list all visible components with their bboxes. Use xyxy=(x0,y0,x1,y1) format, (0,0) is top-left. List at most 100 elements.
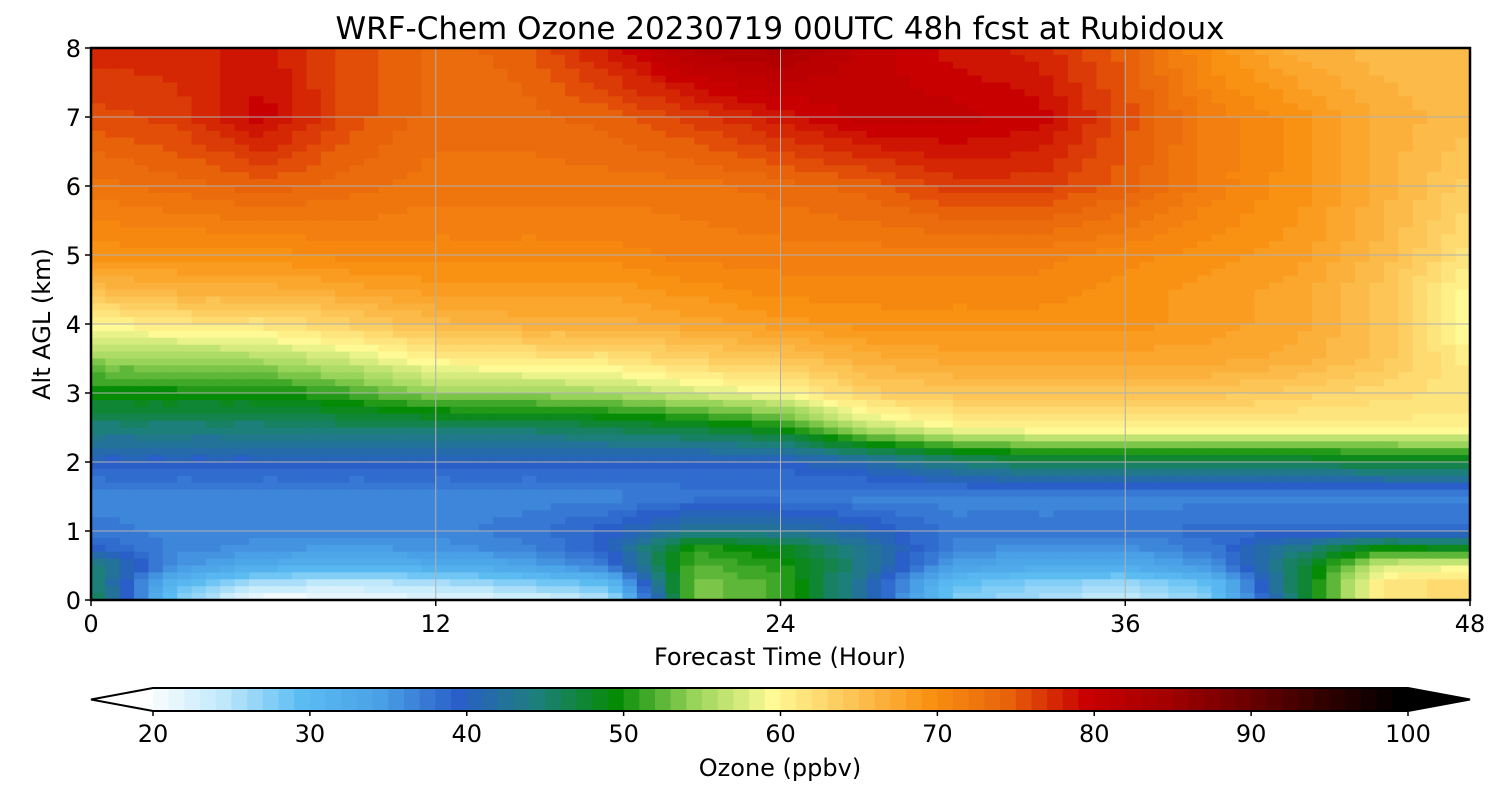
heatmap-cell xyxy=(162,172,178,180)
heatmap-cell xyxy=(277,399,293,408)
heatmap-cell xyxy=(866,365,882,373)
heatmap-cell xyxy=(1225,137,1241,146)
heatmap-cell xyxy=(234,103,250,111)
heatmap-cell xyxy=(622,310,638,318)
heatmap-cell xyxy=(205,199,221,208)
heatmap-cell xyxy=(478,248,494,256)
heatmap-cell xyxy=(708,379,724,387)
heatmap-cell xyxy=(1182,379,1198,387)
heatmap-cell xyxy=(335,296,351,304)
heatmap-cell xyxy=(938,261,954,270)
heatmap-cell xyxy=(679,241,695,249)
heatmap-cell xyxy=(1010,103,1026,111)
heatmap-cell xyxy=(651,261,667,270)
heatmap-cell xyxy=(694,351,710,360)
heatmap-cell xyxy=(1369,75,1385,84)
heatmap-cell xyxy=(881,220,897,228)
heatmap-cell xyxy=(708,358,724,366)
heatmap-cell xyxy=(1197,351,1213,360)
heatmap-cell xyxy=(694,179,710,187)
heatmap-cell xyxy=(1153,351,1169,360)
heatmap-cell xyxy=(1110,199,1126,208)
heatmap-cell xyxy=(1010,96,1026,104)
heatmap-cell xyxy=(938,379,954,387)
heatmap-cell xyxy=(435,289,451,297)
heatmap-cell xyxy=(895,234,911,242)
heatmap-cell xyxy=(751,213,767,222)
heatmap-cell xyxy=(249,48,264,56)
heatmap-cell xyxy=(608,172,624,180)
heatmap-cell xyxy=(521,365,537,373)
heatmap-cell xyxy=(1039,282,1055,291)
heatmap-cell xyxy=(909,227,925,235)
heatmap-cell xyxy=(780,123,796,132)
heatmap-cell xyxy=(320,248,336,256)
heatmap-cell xyxy=(579,261,595,270)
heatmap-cell xyxy=(407,317,422,325)
heatmap-cell xyxy=(723,144,738,153)
heatmap-cell xyxy=(435,54,451,63)
heatmap-cell xyxy=(665,365,681,373)
heatmap-cell xyxy=(550,103,566,111)
heatmap-cell xyxy=(909,268,925,277)
heatmap-cell xyxy=(1398,289,1414,297)
heatmap-cell xyxy=(1110,310,1126,318)
heatmap-cell xyxy=(1010,61,1026,70)
heatmap-cell xyxy=(162,379,178,387)
heatmap-cell xyxy=(708,179,724,187)
heatmap-cell xyxy=(1067,358,1083,366)
heatmap-cell xyxy=(938,179,954,187)
heatmap-cell xyxy=(536,89,552,97)
heatmap-cell xyxy=(622,172,638,180)
heatmap-cell xyxy=(981,110,997,118)
heatmap-cell xyxy=(1311,337,1327,346)
heatmap-cell xyxy=(234,399,250,408)
heatmap-cell xyxy=(766,82,782,90)
heatmap-cell xyxy=(1010,303,1026,311)
heatmap-cell xyxy=(277,75,293,84)
heatmap-cell xyxy=(881,82,897,90)
heatmap-cell xyxy=(363,206,379,215)
heatmap-cell xyxy=(608,186,624,194)
heatmap-cell xyxy=(1024,179,1040,187)
heatmap-cell xyxy=(881,344,897,353)
heatmap-cell xyxy=(1139,310,1155,318)
heatmap-cell xyxy=(995,137,1011,146)
heatmap-cell xyxy=(1211,213,1227,222)
heatmap-cell xyxy=(565,386,580,394)
heatmap-cell xyxy=(1283,330,1299,339)
heatmap-cell xyxy=(162,89,178,97)
heatmap-cell xyxy=(1369,275,1385,284)
heatmap-cell xyxy=(292,192,308,201)
heatmap-cell xyxy=(1110,282,1126,291)
heatmap-cell xyxy=(593,296,609,304)
heatmap-cell xyxy=(737,103,753,111)
heatmap-cell xyxy=(737,172,753,180)
heatmap-cell xyxy=(909,199,925,208)
heatmap-cell xyxy=(1211,317,1227,325)
heatmap-cell xyxy=(134,48,150,56)
heatmap-cell xyxy=(1355,303,1371,311)
heatmap-cell xyxy=(263,213,279,222)
heatmap-cell xyxy=(981,172,997,180)
heatmap-cell xyxy=(579,351,595,360)
heatmap-cell xyxy=(1412,179,1428,187)
heatmap-cell xyxy=(1110,324,1126,332)
heatmap-cell xyxy=(1355,96,1371,104)
heatmap-cell xyxy=(162,82,178,90)
heatmap-cell xyxy=(320,158,336,166)
heatmap-cell xyxy=(1240,89,1256,97)
heatmap-cell xyxy=(909,261,925,270)
heatmap-cell xyxy=(651,192,667,201)
heatmap-cell xyxy=(1311,379,1327,387)
heatmap-cell xyxy=(1211,158,1227,166)
heatmap-cell xyxy=(306,310,322,318)
heatmap-cell xyxy=(119,386,135,394)
heatmap-cell xyxy=(1383,179,1399,187)
heatmap-cell xyxy=(306,275,322,284)
heatmap-cell xyxy=(1240,130,1256,139)
heatmap-cell xyxy=(837,123,853,132)
heatmap-cell xyxy=(952,96,968,104)
heatmap-cell xyxy=(105,365,121,373)
heatmap-cell xyxy=(866,289,882,297)
